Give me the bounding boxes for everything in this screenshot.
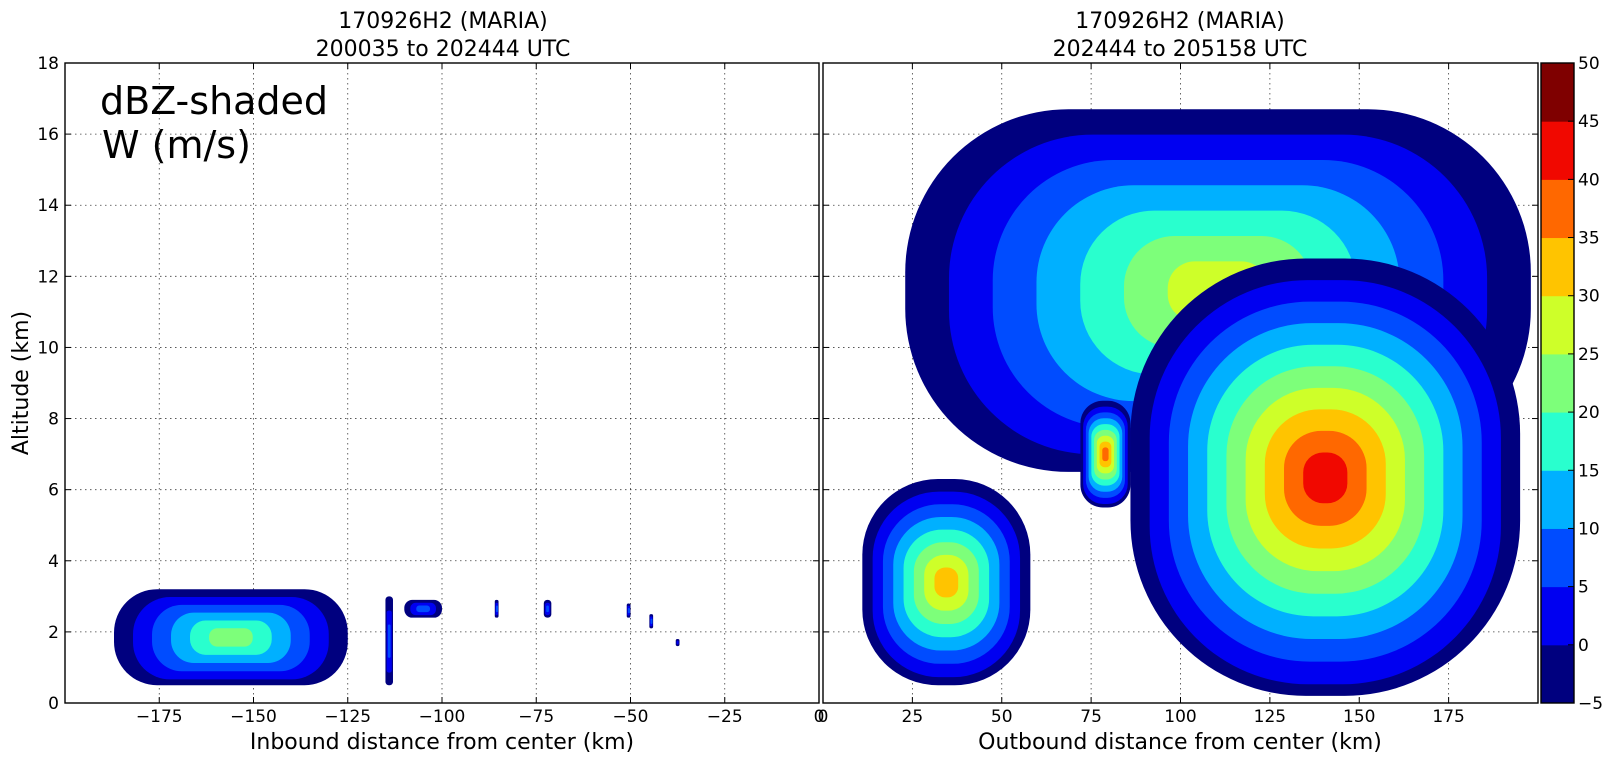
colorbar-bins — [1541, 63, 1574, 704]
colorbar-tick-label: 0 — [1578, 636, 1589, 656]
panel-inbound-echoes — [114, 589, 680, 686]
colorbar-tick-label: 40 — [1578, 170, 1600, 190]
echo-inbound-0-band-5 — [209, 628, 253, 647]
x-tick-label: 0 — [818, 707, 829, 727]
colorbar-tick-label: 50 — [1578, 54, 1600, 74]
colorbar-bin-6 — [1541, 295, 1574, 355]
echo-outbound-2-band-8 — [1102, 447, 1109, 462]
x-tick-label: −75 — [518, 707, 554, 727]
colorbar-bin-5 — [1541, 353, 1574, 413]
colorbar-tick-label: 25 — [1578, 345, 1600, 365]
y-axis-ticks: 0 2 4 6 8 10 12 14 16 18 — [37, 54, 819, 714]
panel-outbound-title-line2: 202444 to 205158 UTC — [1053, 37, 1308, 62]
colorbar-tick-label: 30 — [1578, 287, 1600, 307]
panel-outbound-title-line1: 170926H2 (MARIA) — [1075, 9, 1285, 34]
echo-outbound-3-band-9 — [1303, 452, 1348, 504]
x-tick-label: −50 — [613, 707, 649, 727]
y-tick-label: 6 — [48, 481, 59, 501]
echo-inbound-7-band-1 — [676, 640, 679, 645]
echo-inbound-1-band-2 — [387, 624, 391, 658]
x-tick-label: −150 — [230, 707, 277, 727]
colorbar-tick-label: 20 — [1578, 403, 1600, 423]
y-tick-label: 16 — [37, 125, 59, 145]
x-tick-label: −175 — [136, 707, 183, 727]
echo-inbound-6-band-2 — [650, 618, 653, 624]
colorbar-tick-label: 10 — [1578, 519, 1600, 539]
colorbar-bin-10 — [1541, 63, 1574, 122]
colorbar-bin-2 — [1541, 528, 1574, 588]
panel-outbound-x-axis-label: Outbound distance from center (km) — [978, 730, 1382, 755]
panel-inbound-x-ticks: −175 −150 −125 −100 −75 −50 −25 0 — [136, 63, 825, 727]
colorbar-tick-label: 15 — [1578, 461, 1600, 481]
colorbar-tick-label: 35 — [1578, 229, 1600, 249]
panel-outbound: 170926H2 (MARIA) 202444 to 205158 UTC 0 2… — [818, 9, 1539, 755]
y-tick-label: 12 — [37, 267, 59, 287]
echo-outbound-0-band-7 — [934, 567, 959, 598]
x-tick-label: 100 — [1164, 707, 1196, 727]
panel-inbound-title-line2: 200035 to 202444 UTC — [316, 37, 571, 62]
echo-inbound-2-band-2 — [416, 605, 431, 613]
colorbar-ticks: −5 0 5 10 15 20 25 30 35 40 45 50 — [1568, 54, 1603, 714]
y-axis-label: Altitude (km) — [9, 311, 34, 455]
colorbar-bin-3 — [1541, 470, 1574, 529]
colorbar-frame — [1540, 62, 1575, 704]
colorbar-bin-7 — [1541, 237, 1574, 297]
x-tick-label: 125 — [1254, 707, 1286, 727]
y-tick-label: 18 — [37, 54, 59, 74]
echo-inbound-3-band-2 — [495, 605, 498, 613]
panel-inbound-x-axis-label: Inbound distance from center (km) — [250, 730, 634, 755]
colorbar-tick-label: −5 — [1578, 694, 1603, 714]
panel-outbound-x-ticks: 0 25 50 75 100 125 150 175 — [818, 62, 1538, 727]
x-tick-label: −25 — [707, 707, 743, 727]
y-tick-label: 14 — [37, 196, 59, 216]
x-tick-label: 50 — [991, 707, 1013, 727]
panel-inbound-title-line1: 170926H2 (MARIA) — [338, 9, 548, 34]
y-tick-label: 0 — [48, 694, 59, 714]
echo-inbound-4-band-2 — [546, 605, 549, 613]
x-tick-label: −100 — [419, 707, 466, 727]
panel-outbound-echoes — [862, 109, 1531, 696]
colorbar-bin-4 — [1541, 412, 1574, 471]
x-tick-label: −125 — [324, 707, 371, 727]
y-tick-label: 10 — [37, 338, 59, 358]
colorbar: −5 0 5 10 15 20 25 30 35 40 45 50 — [1540, 54, 1603, 714]
colorbar-bin-1 — [1541, 586, 1574, 646]
annotation-w-ms: W (m/s) — [102, 123, 251, 167]
panel-inbound: 170926H2 (MARIA) 200035 to 202444 UTC dB… — [9, 9, 824, 755]
x-tick-label: 175 — [1432, 707, 1464, 727]
y-tick-label: 8 — [48, 410, 59, 430]
x-tick-label: 75 — [1080, 707, 1102, 727]
annotation-dbz-shaded: dBZ-shaded — [100, 79, 328, 123]
x-tick-label: 150 — [1343, 707, 1375, 727]
colorbar-bin-0 — [1541, 644, 1574, 704]
y-tick-label: 4 — [48, 552, 59, 572]
y-tick-label: 2 — [48, 623, 59, 643]
echo-inbound-5-band-2 — [627, 607, 630, 614]
colorbar-tick-label: 5 — [1578, 578, 1589, 598]
x-tick-label: 25 — [902, 707, 924, 727]
colorbar-bin-8 — [1541, 179, 1574, 239]
colorbar-bin-9 — [1541, 121, 1574, 180]
colorbar-tick-label: 45 — [1578, 112, 1600, 132]
x-tick-label: 0 — [814, 707, 825, 727]
